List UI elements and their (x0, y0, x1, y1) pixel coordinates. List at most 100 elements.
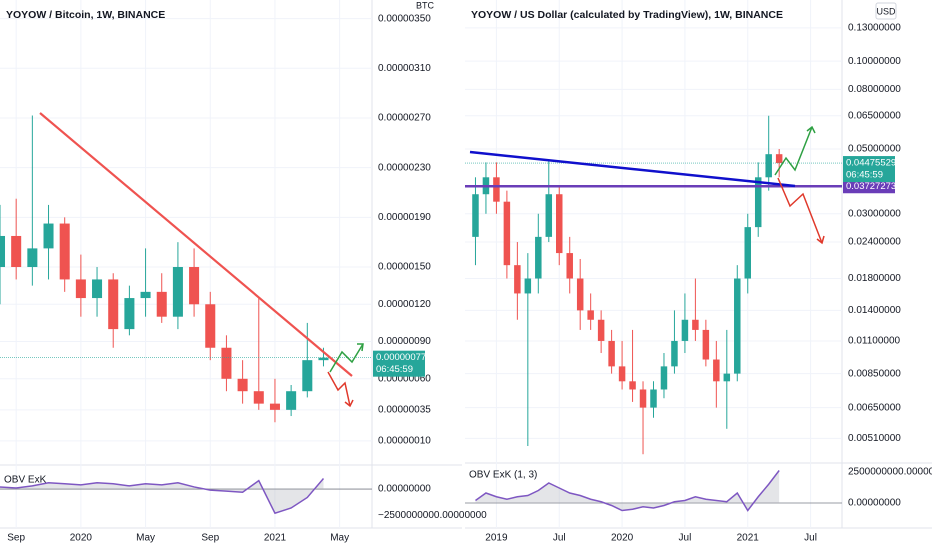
level-box (843, 179, 895, 194)
x-tick-label: 2019 (485, 533, 508, 544)
indicator-tick-label: 0.00000000 (848, 498, 901, 509)
candle-body (639, 389, 647, 408)
y-tick-label: 0.01800000 (848, 273, 901, 284)
y-tick-label: 0.00000035 (378, 404, 431, 415)
indicator-line (475, 470, 780, 512)
candle-body (237, 378, 248, 392)
y-tick-label: 0.13000000 (848, 23, 901, 34)
x-tick-label: 2020 (611, 533, 634, 544)
candle-body (0, 235, 6, 268)
candle-body (671, 340, 678, 367)
candle-body (59, 223, 70, 280)
y-tick-label: 0.00000310 (378, 63, 431, 74)
unit-label: USD (876, 6, 896, 16)
x-tick-label: Jul (553, 533, 566, 544)
candle-body (587, 310, 594, 320)
countdown: 06:45:59 (376, 364, 413, 375)
candle-body (253, 391, 264, 404)
chart-title: YOYOW / Bitcoin, 1W, BINANCE (6, 9, 165, 21)
arrow-head (816, 235, 825, 245)
y-tick-label: 0.10000000 (848, 56, 901, 67)
candle-body (618, 366, 626, 382)
candle-body (535, 236, 542, 279)
last-price-label: 0.04475529 (846, 158, 896, 169)
candle-body (608, 340, 615, 367)
y-tick-label: 0.00000010 (378, 436, 431, 447)
x-tick-label: Jul (679, 533, 692, 544)
candle-body (576, 278, 584, 311)
drawings (39, 112, 825, 408)
countdown: 06:45:59 (846, 170, 883, 181)
candle-body (775, 154, 783, 164)
candle-body (302, 360, 313, 392)
green-arrow (329, 343, 364, 373)
unit-box (875, 2, 897, 20)
last-price-box (373, 350, 425, 377)
y-tick-label: 0.00000230 (378, 162, 431, 173)
last-price-box (843, 156, 895, 183)
candle-body (318, 357, 329, 361)
indicator-name: OBV ExK (4, 475, 47, 486)
indicator-tick-label: −2500000000.00000000 (378, 510, 487, 521)
x-tick-label: 2021 (737, 533, 760, 544)
candle-body (723, 373, 731, 382)
y-tick-label: 0.00000350 (378, 13, 431, 24)
x-tick-label: Sep (7, 533, 25, 544)
indicator-name: OBV ExK (1, 3) (469, 470, 537, 481)
x-tick-label: May (136, 533, 155, 544)
candle-body (124, 298, 135, 330)
y-tick-label: 0.00510000 (848, 433, 901, 444)
candle-body (221, 347, 232, 379)
y-tick-label: 0.00000150 (378, 262, 431, 273)
y-tick-label: 0.01400000 (848, 305, 901, 316)
y-tick-label: 0.08000000 (848, 84, 901, 95)
candle-body (681, 319, 689, 341)
candle-body (566, 253, 573, 279)
green-arrow (774, 126, 813, 176)
level-label: 0.03727273 (846, 181, 896, 192)
arrow-head (344, 399, 354, 408)
y-tick-label: 0.00000090 (378, 336, 431, 347)
y-tick-label: 0.01100000 (848, 336, 901, 347)
candle-body (650, 389, 657, 408)
candle-body (108, 279, 119, 330)
indicator-line (0, 478, 325, 515)
candle-body (493, 177, 500, 202)
candle-body (734, 278, 741, 374)
candle-body (629, 381, 636, 390)
candle-body (713, 359, 720, 382)
candle-body (269, 403, 280, 410)
indicator-tick-label: 0.00000000 (378, 484, 431, 495)
y-tick-label: 0.00000270 (378, 113, 431, 124)
x-tick-label: 2021 (264, 533, 287, 544)
candle-body (660, 366, 668, 390)
candle-body (765, 154, 772, 178)
candle-body (43, 223, 54, 249)
red-arrow (327, 371, 351, 407)
candle-body (189, 267, 200, 305)
chart-title: YOYOW / US Dollar (calculated by Trading… (471, 9, 783, 21)
red-arrow (777, 177, 823, 244)
candle-body (205, 304, 216, 348)
candle-body (11, 235, 22, 268)
candle-body (503, 201, 511, 266)
candle-body (545, 194, 553, 237)
arrow-head (806, 125, 816, 134)
candle-body (27, 248, 38, 268)
x-tick-label: 2020 (70, 533, 93, 544)
candle-body (286, 391, 297, 410)
candle-body (75, 279, 86, 299)
indicator-area (0, 478, 324, 514)
trend-line (39, 112, 353, 377)
indicator-area (475, 470, 780, 511)
indicator-tick-label: 2500000000.00000000 (848, 466, 932, 477)
candle-body (472, 194, 479, 237)
candle-body (524, 278, 532, 294)
y-tick-label: 0.00850000 (848, 368, 901, 379)
trend-line (469, 150, 796, 188)
unit-label: BTC (416, 0, 435, 10)
candle-body (754, 177, 762, 228)
candle-body (92, 279, 103, 299)
